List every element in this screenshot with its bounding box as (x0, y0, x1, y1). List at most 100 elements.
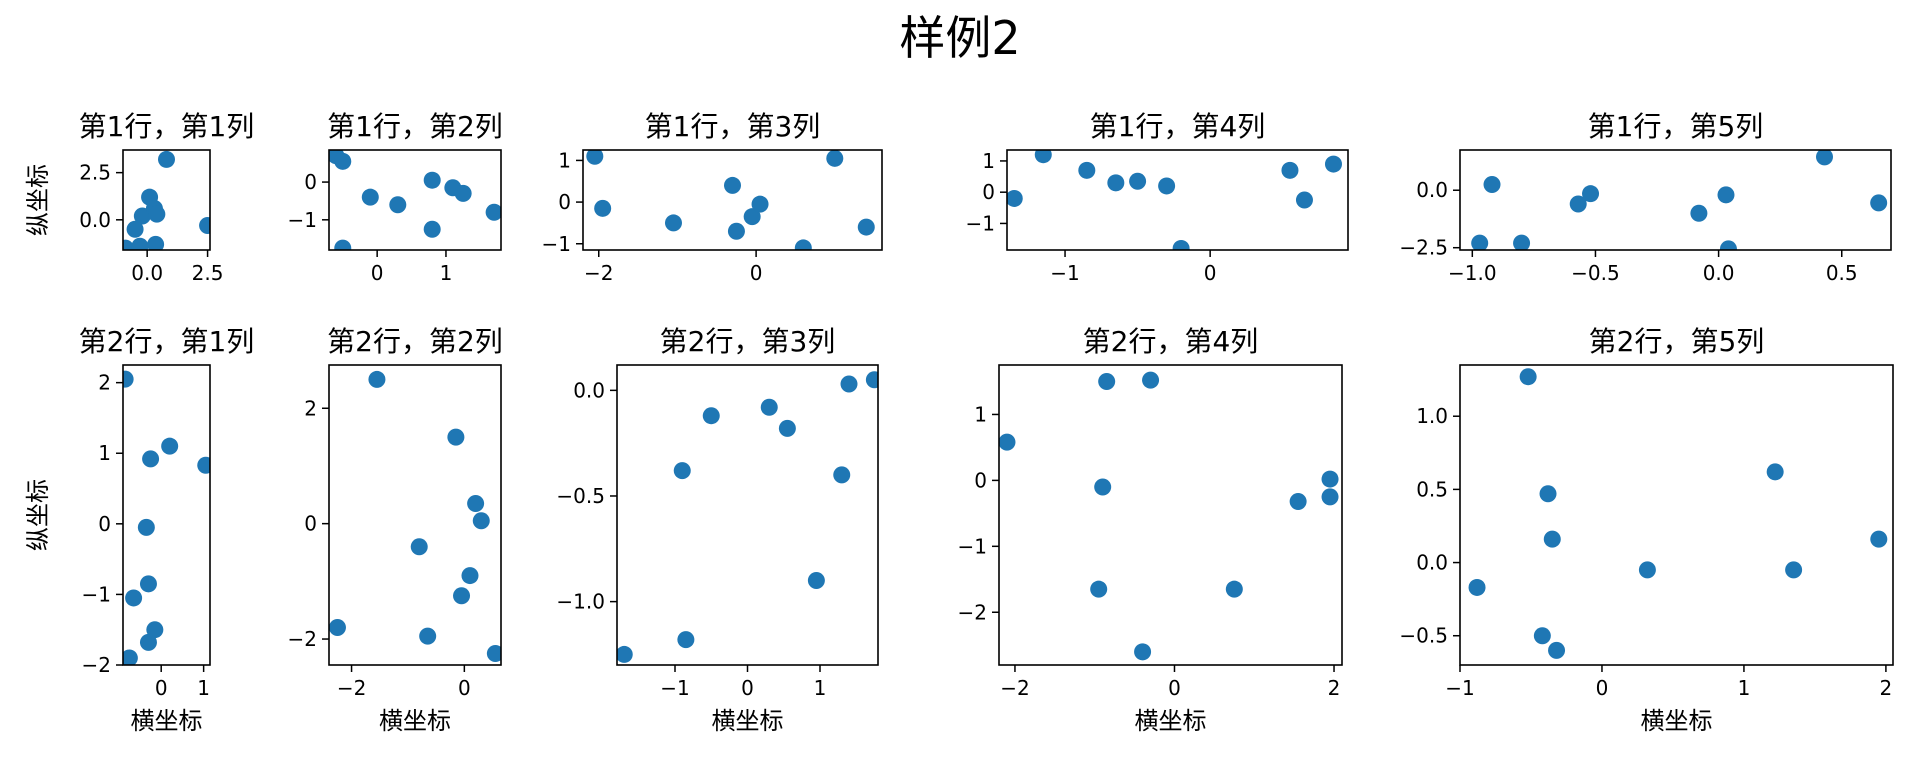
scatter-point (1548, 641, 1566, 659)
y-tick-label: −1 (542, 232, 571, 256)
x-tick-label: 0 (371, 261, 384, 285)
x-tick-label: −1 (1050, 261, 1079, 285)
scatter-point (148, 205, 166, 223)
scatter-point (1321, 488, 1339, 506)
scatter-point (123, 239, 134, 250)
y-tick-label: −1 (288, 208, 317, 232)
subplot-6: 第2行，第1列 0 1 2 1 0 −1 −2 横坐标 纵坐标 (24, 325, 254, 735)
scatter-point (1078, 161, 1096, 179)
x-tick-label: 1 (814, 676, 827, 700)
y-tick-label: 0 (974, 468, 987, 492)
plot-area-frame (1459, 149, 1892, 251)
scatter-point (1513, 234, 1531, 250)
x-tick-label: 0 (1596, 676, 1609, 700)
x-tick-label: −1 (660, 676, 689, 700)
scatter-point (743, 208, 761, 226)
scatter-points (123, 150, 210, 250)
subplot-title: 第1行，第1列 (79, 110, 255, 143)
scatter-point (1870, 194, 1888, 212)
scatter-point (1582, 185, 1600, 203)
y-tick-label: −2 (82, 653, 111, 677)
subplot-9: 第2行，第4列 −2 0 2 1 0 −1 −2 横坐标 (958, 325, 1343, 735)
scatter-point (139, 575, 157, 593)
scatter-point (826, 150, 844, 167)
scatter-points (329, 150, 501, 250)
scatter-points (123, 370, 210, 665)
scatter-point (1690, 204, 1708, 222)
x-tick-label: 0.0 (1703, 261, 1735, 285)
scatter-point (486, 644, 501, 662)
x-tick-label: 0.5 (1826, 261, 1858, 285)
x-tick-label: 1 (197, 676, 210, 700)
scatter-point (123, 649, 138, 665)
y-tick-label: 1 (982, 149, 995, 173)
scatter-point (146, 621, 164, 639)
subplot-7: 第2行，第2列 −2 0 2 0 −2 横坐标 (288, 325, 503, 735)
scatter-point (1281, 161, 1299, 179)
plot-area-frame (1006, 149, 1349, 251)
scatter-point (1094, 478, 1112, 496)
scatter-point (199, 216, 210, 234)
scatter-point (1007, 189, 1023, 207)
figure-title: 样例2 (899, 11, 1020, 65)
scatter-point (137, 518, 155, 536)
subplot-title: 第2行，第5列 (1589, 325, 1765, 358)
x-tick-label: −1 (1445, 676, 1474, 700)
scatter-points (1471, 150, 1888, 250)
scatter-points (586, 150, 875, 250)
y-tick-label: 0 (982, 180, 995, 204)
x-tick-label: 0.0 (131, 261, 163, 285)
x-tick-label: 0 (750, 261, 763, 285)
scatter-point (727, 222, 745, 240)
x-tick-label: 0 (1168, 676, 1181, 700)
y-tick-label: 1 (974, 402, 987, 426)
scatter-point (423, 220, 441, 238)
scatter-point (472, 512, 490, 530)
plot-area-frame (328, 149, 502, 251)
scatter-point (158, 150, 175, 168)
scatter-point (161, 437, 179, 455)
scatter-point (389, 196, 407, 214)
x-axis-label: 横坐标 (712, 707, 784, 735)
scatter-point (794, 239, 812, 250)
y-tick-label: 2 (304, 396, 317, 420)
y-tick-label: −2 (288, 627, 317, 651)
scatter-point (1543, 530, 1561, 548)
y-tick-label: 0 (304, 512, 317, 536)
x-tick-label: −1.0 (1448, 261, 1497, 285)
y-tick-label: 0.0 (1416, 551, 1448, 575)
scatter-point (197, 456, 210, 474)
scatter-point (677, 631, 695, 649)
scatter-point (485, 203, 501, 221)
subplot-10: 第2行，第5列 −1 0 1 2 1.0 0.5 0.0 −0.5 横坐标 (1399, 325, 1894, 735)
y-tick-label: −1 (966, 211, 995, 235)
scatter-point (1225, 580, 1243, 598)
scatter-point (857, 218, 875, 236)
y-tick-label: −1 (82, 582, 111, 606)
scatter-point (1816, 150, 1834, 166)
subplot-5: 第1行，第5列 −1.0 −0.5 0.0 0.5 0.0 −2.5 (1399, 110, 1892, 285)
subplot-title: 第2行，第2列 (327, 325, 503, 358)
scatter-point (840, 375, 858, 393)
scatter-point (702, 407, 720, 425)
scatter-point (594, 199, 612, 217)
scatter-point (664, 214, 682, 232)
subplot-3: 第1行，第3列 −2 0 1 0 −1 (542, 110, 883, 285)
scatter-point (1321, 470, 1339, 488)
x-tick-label: 0 (155, 676, 168, 700)
subplot-title: 第2行，第3列 (660, 325, 836, 358)
y-tick-label: −2 (958, 600, 987, 624)
plot-area-frame (582, 149, 883, 251)
scatter-point (865, 371, 878, 389)
scatter-point (423, 171, 441, 189)
scatter-point (329, 619, 346, 636)
scatter-point (807, 571, 825, 589)
x-tick-label: −2 (1000, 676, 1029, 700)
scatter-points (999, 371, 1339, 661)
scatter-point (419, 627, 437, 645)
subplot-title: 第1行，第3列 (645, 110, 821, 143)
scatter-point (999, 433, 1016, 451)
scatter-point (1034, 150, 1052, 164)
y-tick-label: 0 (304, 170, 317, 194)
